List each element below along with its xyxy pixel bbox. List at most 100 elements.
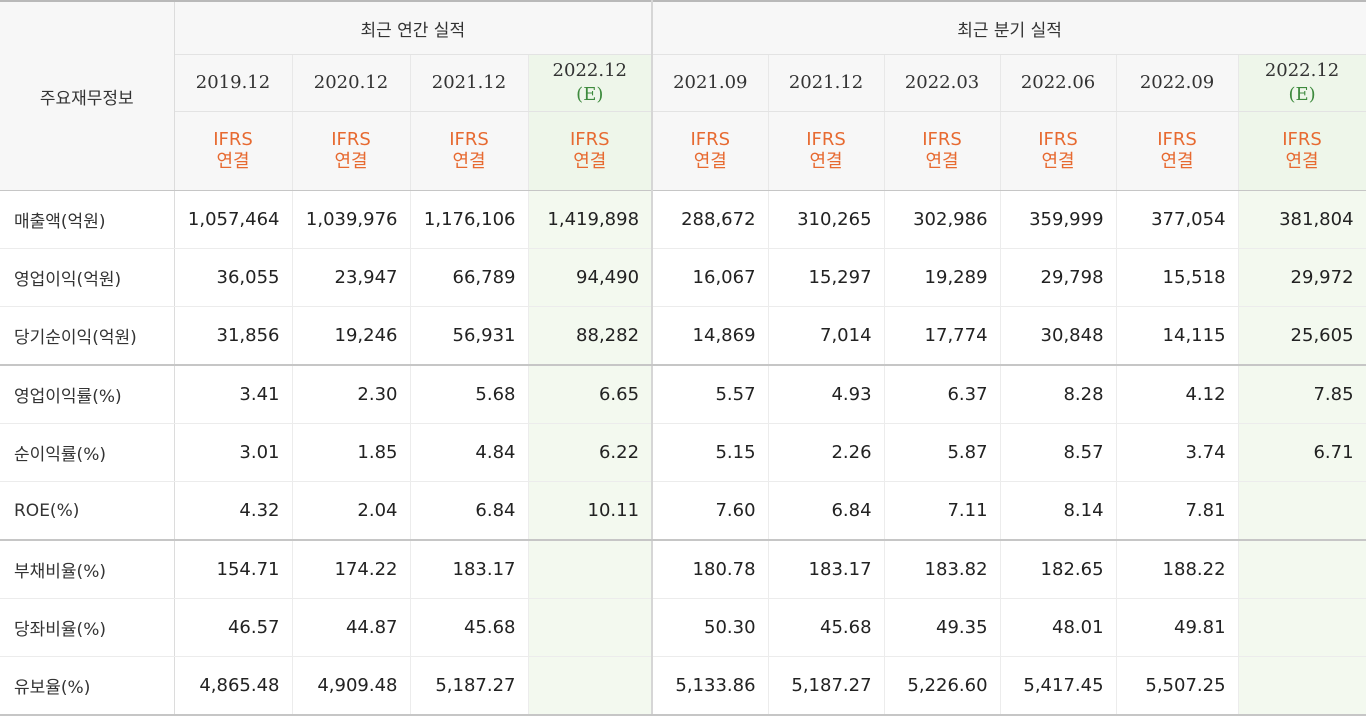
period-label: 2019.12 (195, 72, 271, 93)
value-cell: 6.22 (528, 423, 654, 482)
accounting-line2: 연결 (334, 151, 368, 172)
value-cell: 36,055 (174, 248, 293, 307)
accounting-line2: 연결 (693, 151, 727, 172)
value-cell: 4.12 (1116, 365, 1239, 424)
value-cell: 88,282 (528, 306, 654, 366)
period-label: 2021.09 (673, 72, 748, 93)
accounting-line1: IFRS (806, 129, 846, 150)
row-label: 유보율(%) (0, 656, 175, 716)
table-row: 매출액(억원) 1,057,464 1,039,976 1,176,106 1,419,… (0, 190, 1366, 249)
value-cell: 7.60 (652, 481, 769, 541)
value-cell: 5.68 (410, 365, 529, 424)
accounting-line2: 연결 (216, 151, 250, 172)
value-cell: 5.87 (884, 423, 1001, 482)
value-cell: 180.78 (652, 540, 769, 599)
value-cell: 5.57 (652, 365, 769, 424)
row-label-header: 주요재무정보 (0, 0, 175, 191)
accounting-line2: 연결 (809, 151, 843, 172)
value-cell (528, 656, 654, 716)
accounting-standard: IFRS 연결 (174, 111, 293, 191)
value-cell: 10.11 (528, 481, 654, 541)
row-label: 영업이익률(%) (0, 365, 175, 424)
value-cell: 31,856 (174, 306, 293, 366)
value-cell: 14,869 (652, 306, 769, 366)
accounting-line2: 연결 (1160, 151, 1194, 172)
accounting-standard: IFRS 연결 (884, 111, 1001, 191)
value-cell: 4,909.48 (292, 656, 411, 716)
value-cell: 29,972 (1238, 248, 1366, 307)
value-cell: 5,226.60 (884, 656, 1001, 716)
accounting-standard: IFRS 연결 (652, 111, 769, 191)
period-header: 2022.09 (1116, 54, 1239, 112)
period-label: 2022.09 (1139, 72, 1215, 93)
accounting-line1: IFRS (331, 129, 371, 150)
accounting-line2: 연결 (1041, 151, 1075, 172)
value-cell: 3.74 (1116, 423, 1239, 482)
value-cell: 1,419,898 (528, 190, 654, 249)
value-cell: 49.35 (884, 598, 1001, 657)
annual-results-header: 최근 연간 실적 (174, 0, 654, 55)
value-cell: 46.57 (174, 598, 293, 657)
table-row: 순이익률(%) 3.01 1.85 4.84 6.22 5.15 2.26 5.87 8.57 3… (0, 423, 1366, 482)
row-label: 부채비율(%) (0, 540, 175, 599)
value-cell: 183.82 (884, 540, 1001, 599)
value-cell: 25,605 (1238, 306, 1366, 366)
value-cell: 6.65 (528, 365, 654, 424)
period-label: 2021.12 (788, 72, 864, 93)
value-cell: 188.22 (1116, 540, 1239, 599)
row-label: 순이익률(%) (0, 423, 175, 482)
value-cell: 19,246 (292, 306, 411, 366)
value-cell: 310,265 (768, 190, 885, 249)
value-cell: 94,490 (528, 248, 654, 307)
value-cell: 1.85 (292, 423, 411, 482)
value-cell: 5,187.27 (410, 656, 529, 716)
accounting-standard: IFRS 연결 (1116, 111, 1239, 191)
value-cell: 2.04 (292, 481, 411, 541)
value-cell: 4.84 (410, 423, 529, 482)
period-label: 2022.06 (1020, 72, 1096, 93)
accounting-line2: 연결 (925, 151, 959, 172)
value-cell: 19,289 (884, 248, 1001, 307)
value-cell: 66,789 (410, 248, 529, 307)
table-row: 당기순이익(억원) 31,856 19,246 56,931 88,282 14,869 7… (0, 306, 1366, 366)
value-cell: 5,187.27 (768, 656, 885, 716)
value-cell: 56,931 (410, 306, 529, 366)
period-header: 2019.12 (174, 54, 293, 112)
row-label: ROE(%) (0, 481, 175, 541)
value-cell (528, 540, 654, 599)
period-header: 2021.12 (768, 54, 885, 112)
period-label: 2021.12 (431, 72, 507, 93)
period-header: 2022.12 (E) (1238, 54, 1366, 112)
table-row: 유보율(%) 4,865.48 4,909.48 5,187.27 5,133.86 5,… (0, 656, 1366, 716)
value-cell: 50.30 (652, 598, 769, 657)
value-cell: 1,039,976 (292, 190, 411, 249)
accounting-line2: 연결 (573, 151, 607, 172)
value-cell: 359,999 (1000, 190, 1117, 249)
row-label: 당좌비율(%) (0, 598, 175, 657)
value-cell: 6.37 (884, 365, 1001, 424)
value-cell: 15,297 (768, 248, 885, 307)
value-cell (1238, 598, 1366, 657)
value-cell: 377,054 (1116, 190, 1239, 249)
estimate-mark: (E) (576, 84, 604, 105)
value-cell: 29,798 (1000, 248, 1117, 307)
quarterly-results-header: 최근 분기 실적 (652, 0, 1366, 55)
value-cell: 5,133.86 (652, 656, 769, 716)
estimate-mark: (E) (1288, 84, 1316, 105)
period-header: 2021.09 (652, 54, 769, 112)
value-cell: 7.81 (1116, 481, 1239, 541)
period-header: 2022.06 (1000, 54, 1117, 112)
value-cell: 49.81 (1116, 598, 1239, 657)
accounting-line1: IFRS (1038, 129, 1078, 150)
row-label: 매출액(억원) (0, 190, 175, 249)
value-cell: 4,865.48 (174, 656, 293, 716)
accounting-line1: IFRS (690, 129, 731, 150)
value-cell: 302,986 (884, 190, 1001, 249)
row-label: 당기순이익(억원) (0, 306, 175, 366)
value-cell: 48.01 (1000, 598, 1117, 657)
period-label: 2022.03 (904, 72, 980, 93)
accounting-line1: IFRS (1157, 129, 1197, 150)
table-row: 부채비율(%) 154.71 174.22 183.17 180.78 183.17 183… (0, 540, 1366, 599)
value-cell: 5.15 (652, 423, 769, 482)
